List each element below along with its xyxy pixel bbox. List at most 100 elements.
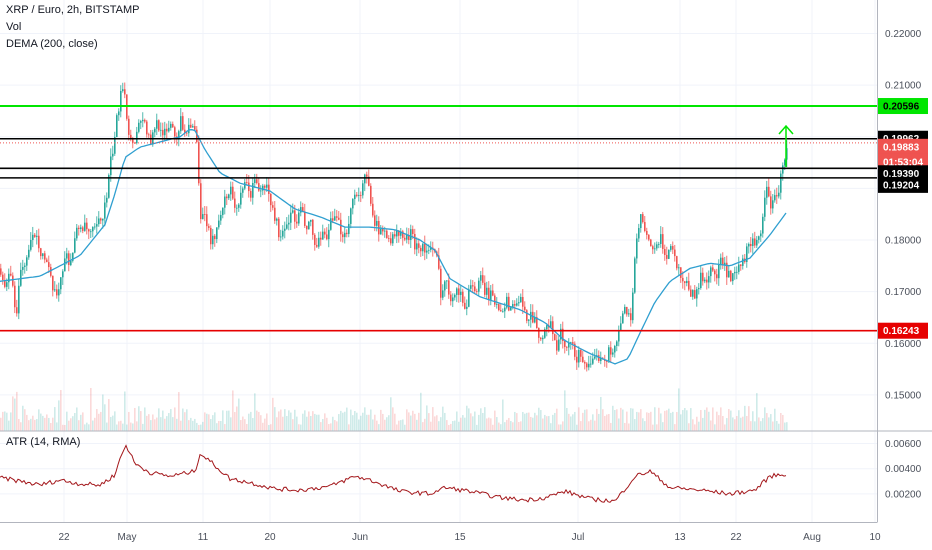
- candle-body: [388, 238, 390, 239]
- candle-body: [754, 238, 756, 246]
- volume-bar: [498, 422, 500, 431]
- volume-bar: [0, 417, 2, 431]
- candle-body: [210, 227, 212, 245]
- volume-bar: [408, 412, 410, 431]
- candle-body: [356, 194, 358, 196]
- volume-bar: [144, 407, 146, 431]
- volume-bar: [644, 421, 646, 431]
- candle-body: [696, 289, 698, 299]
- volume-bar: [626, 411, 628, 431]
- atr-legend[interactable]: ATR (14, RMA): [6, 436, 81, 448]
- volume-bar: [526, 412, 528, 431]
- candle-body: [490, 290, 492, 301]
- candle-body: [64, 258, 66, 272]
- volume-bar: [146, 415, 148, 431]
- candle-body: [700, 272, 702, 288]
- volume-bar: [404, 424, 406, 431]
- candle-body: [584, 362, 586, 364]
- volume-bar: [174, 407, 176, 431]
- volume-legend[interactable]: Vol: [6, 21, 22, 33]
- atr-axis[interactable]: 0.00600 0.00400 0.00200: [885, 439, 922, 500]
- price-label-box: [878, 138, 928, 155]
- candle-body: [202, 214, 204, 220]
- candle-body: [394, 234, 396, 237]
- candle-body: [80, 227, 82, 230]
- candle-body: [410, 229, 412, 240]
- candle-body: [276, 218, 278, 221]
- volume-bar: [564, 390, 566, 431]
- volume-bar: [720, 407, 722, 431]
- volume-bar: [320, 422, 322, 431]
- candle-body: [384, 230, 386, 232]
- candle-body: [148, 134, 150, 136]
- volume-bar: [746, 416, 748, 431]
- candle-body: [438, 255, 440, 269]
- volume-bar: [326, 417, 328, 431]
- candle-body: [782, 165, 784, 174]
- volume-bar: [640, 409, 642, 431]
- candle-body: [372, 203, 374, 216]
- volume-bar: [734, 419, 736, 431]
- candle-body: [200, 183, 202, 220]
- volume-bar: [422, 422, 424, 431]
- time-tick-label: 11: [198, 532, 209, 543]
- candle-body: [326, 234, 328, 240]
- volume-bar: [508, 417, 510, 431]
- candle-body: [334, 216, 336, 221]
- volume-bar: [212, 415, 214, 431]
- candle-body: [786, 148, 788, 160]
- volume-bar: [198, 424, 200, 431]
- volume-bar: [664, 410, 666, 431]
- volume-bar: [736, 416, 738, 431]
- candle-body: [312, 219, 314, 235]
- candle-body: [536, 316, 538, 328]
- volume-bar: [418, 412, 420, 431]
- volume-bar: [390, 397, 392, 431]
- candle-body: [268, 184, 270, 194]
- candle-body: [144, 119, 146, 122]
- price-axis[interactable]: 0.220000.210000.200000.190000.180000.170…: [885, 29, 922, 401]
- price-tick-label: 0.18000: [885, 236, 922, 247]
- symbol-title[interactable]: XRP / Euro, 2h, BITSTAMP: [6, 4, 140, 16]
- candle-body: [102, 218, 104, 221]
- volume-bar: [438, 421, 440, 431]
- volume-bar: [778, 423, 780, 431]
- candle-body: [256, 179, 258, 184]
- candle-body: [188, 124, 190, 134]
- volume-bar: [618, 418, 620, 431]
- candle-body: [88, 229, 90, 232]
- volume-bar: [288, 410, 290, 431]
- candle-body: [620, 323, 622, 330]
- price-label-box: [878, 176, 928, 193]
- dema-legend[interactable]: DEMA (200, close): [6, 38, 98, 50]
- volume-bar: [316, 414, 318, 431]
- time-axis[interactable]: 22 May 11 20 Jun 15 Jul 13 22 Aug 10: [58, 532, 881, 543]
- volume-bar: [168, 413, 170, 431]
- candle-body: [646, 230, 648, 235]
- candle-body: [420, 247, 422, 252]
- candle-body: [318, 237, 320, 247]
- candle-body: [154, 128, 156, 133]
- volume-bars: [0, 388, 788, 431]
- volume-bar: [580, 421, 582, 431]
- volume-bar: [228, 410, 230, 431]
- volume-bar: [358, 419, 360, 431]
- volume-bar: [428, 413, 430, 431]
- volume-bar: [588, 421, 590, 431]
- volume-bar: [608, 413, 610, 431]
- volume-bar: [496, 417, 498, 431]
- volume-bar: [34, 419, 36, 431]
- candle-body: [72, 252, 74, 261]
- candle-body: [212, 235, 214, 245]
- volume-bar: [442, 406, 444, 431]
- volume-bar: [576, 424, 578, 431]
- volume-bar: [22, 405, 24, 431]
- candle-body: [406, 235, 408, 240]
- candle-body: [30, 240, 32, 250]
- volume-bar: [322, 418, 324, 431]
- candle-body: [48, 262, 50, 268]
- candle-body: [330, 218, 332, 230]
- candle-body: [164, 128, 166, 136]
- volume-bar: [304, 410, 306, 431]
- candle-body: [376, 220, 378, 226]
